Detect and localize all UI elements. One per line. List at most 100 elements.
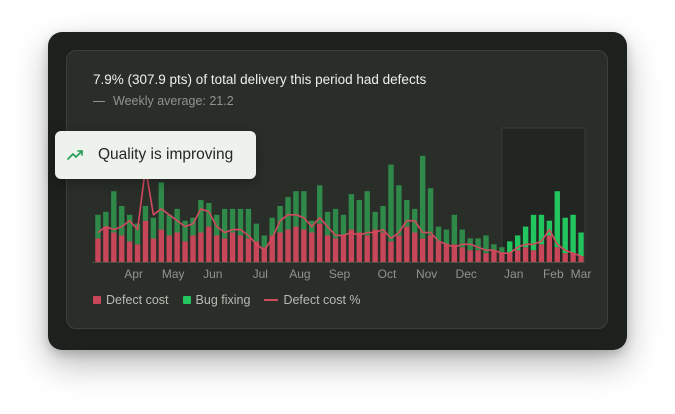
bug-fixing-bar [285,197,291,230]
bug-fixing-bar [562,217,568,254]
bug-fixing-bar [229,208,236,233]
bug-fixing-bar [237,208,244,236]
bug-fixing-bar [443,229,450,245]
bug-fixing-bar [364,191,370,236]
defect-cost-bar [554,247,560,262]
defect-cost-bar [435,241,442,262]
defect-cost-bar [277,232,283,262]
bug-fixing-bar [190,217,196,236]
x-tick-label: Dec [456,267,477,281]
defect-cost-bar [356,232,362,262]
bug-fixing-bar [198,200,204,233]
defect-cost-bar [483,253,489,262]
defect-cost-bar [245,238,252,262]
defect-cost-bar [253,241,260,262]
defect-cost-bar [309,232,315,262]
x-tick-label: Nov [416,267,437,281]
defect-cost-bar [404,226,410,262]
bug-fixing-bar [150,217,157,239]
bug-fixing-bar [332,208,339,239]
defect-cost-bar [538,244,545,262]
bug-fixing-bar [499,247,505,254]
defect-cost-bar [119,235,125,262]
legend: Defect cost Bug fixing Defect cost % [93,293,361,307]
bug-fixing-bar [126,214,133,242]
bug-fixing-bar [388,164,394,242]
bug-fixing-bar [372,211,378,230]
bug-fixing-bar [404,200,410,227]
bug-fixing-bar [206,203,212,227]
defect-cost-bar [301,229,307,262]
defect-cost-bar [332,238,339,262]
defect-cost-pct-line [97,166,582,257]
defect-cost-bar [459,247,465,262]
bug-fixing-bar [103,211,109,227]
x-tick-label: Mar [571,267,592,281]
defect-cost-bar [364,235,370,262]
defect-cost-bar [269,235,275,262]
bug-fixing-bar [507,241,513,254]
defect-cost-bar [103,226,109,262]
defect-cost-pct-swatch [264,299,279,301]
bug-fixing-bar [546,220,553,236]
chart-title: 7.9% (307.9 pts) of total delivery this … [93,72,427,87]
defect-cost-bar [293,226,299,262]
defect-cost-bar [158,229,165,262]
defect-cost-bar [285,229,291,262]
defect-cost-bar [237,235,244,262]
x-tick-label: Jul [253,267,268,281]
defect-cost-bar [324,235,331,262]
defect-cost-bar [150,238,157,262]
x-tick-label: Oct [378,267,397,281]
defect-cost-bar [134,244,141,262]
x-tick-label: Feb [543,267,564,281]
bug-fixing-bar [491,244,497,251]
bug-fixing-bar [578,232,584,257]
legend-item-bug-fixing[interactable]: Bug fixing [182,293,251,307]
defect-cost-bar [261,247,267,262]
legend-item-defect-cost[interactable]: Defect cost [93,293,169,307]
defect-cost-bar [221,238,228,262]
legend-label-bug-fixing: Bug fixing [195,293,251,307]
bug-fixing-bar [348,194,355,230]
bug-fixing-bar [514,235,521,251]
tooltip-text: Quality is improving [98,146,234,163]
defect-cost-bar [491,250,497,262]
x-tick-label: Sep [329,267,351,281]
defect-cost-bar [142,220,149,262]
x-tick-label: Apr [124,267,143,281]
defect-cost-bar [348,229,355,262]
defect-cost-bar [166,235,172,262]
defect-cost-bar [514,250,521,262]
defect-cost-bar [174,232,180,262]
defect-cost-bar [198,232,204,262]
defect-cost-bar [467,250,473,262]
bug-fixing-bar [111,191,117,233]
legend-label-defect-cost: Defect cost [106,293,169,307]
legend-item-defect-cost-pct[interactable]: Defect cost % [264,293,361,307]
x-tick-label: May [162,267,185,281]
bug-fixing-bar [380,205,386,233]
bug-fixing-bar [166,214,172,236]
defect-cost-bar [499,253,505,262]
bug-fixing-bar [269,217,275,236]
bug-fixing-bar [158,182,165,230]
defect-cost-bar [182,241,188,262]
defect-cost-bar [380,232,386,262]
bug-fixing-bar [134,223,141,245]
defect-cost-bar [206,226,212,262]
defect-cost-bar [111,232,117,262]
bug-fixing-bar [419,155,426,239]
defect-cost-bar [562,253,568,262]
bug-fixing-bar [522,226,529,248]
defect-cost-bar [214,235,220,262]
bug-fixing-bar [475,238,481,251]
defect-cost-bar [451,244,458,262]
x-tick-label: Aug [289,267,310,281]
legend-label-defect-cost-pct: Defect cost % [283,293,361,307]
bug-fixing-bar [459,229,465,248]
defect-cost-bar [570,253,576,262]
bug-fixing-bar [293,191,299,227]
bug-fixing-bar [253,223,260,242]
